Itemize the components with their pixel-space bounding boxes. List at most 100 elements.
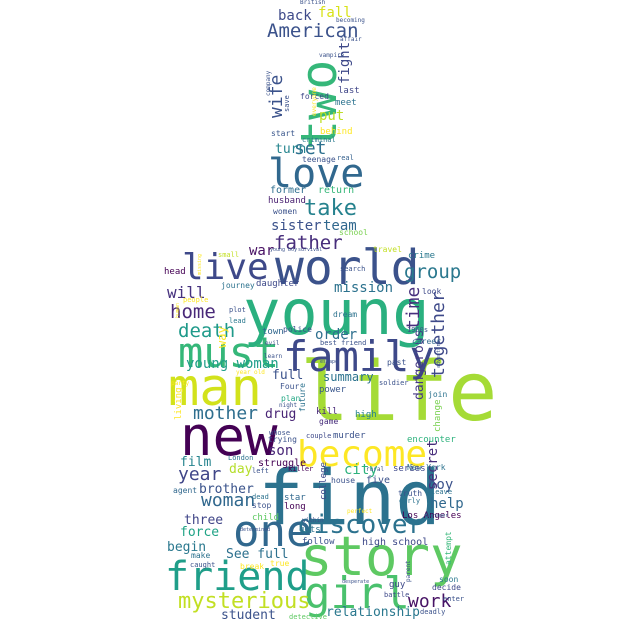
word-american: American xyxy=(267,20,359,42)
word-friend: friend xyxy=(165,554,310,600)
word-time: time xyxy=(403,286,424,330)
word-world: world xyxy=(275,240,420,296)
word-group: group xyxy=(404,261,462,283)
word-mission: mission xyxy=(334,280,394,296)
word-los-angeles: Los Angeles xyxy=(402,511,462,521)
word-real: real xyxy=(337,154,354,162)
word-sister: sister xyxy=(271,218,322,234)
word-see-full: See full xyxy=(226,547,289,562)
word-save: save xyxy=(283,95,291,112)
word-take: take xyxy=(304,196,357,221)
word-find: find xyxy=(258,453,442,542)
word-struggle: struggle xyxy=(258,458,307,469)
word-girl: girl xyxy=(304,568,410,619)
word-future: future xyxy=(298,383,307,412)
word-one: one xyxy=(233,506,313,557)
word-husband: husband xyxy=(268,196,306,206)
word-become: become xyxy=(297,434,428,475)
word-turn: turn xyxy=(275,142,307,157)
word-night: night xyxy=(279,402,298,409)
word-teenager: teenager xyxy=(424,513,449,519)
word-learn: learn xyxy=(264,353,283,360)
word-day: day xyxy=(229,462,253,477)
word-mother: mother xyxy=(193,403,259,424)
word-three: three xyxy=(184,513,224,528)
word-truth: truth xyxy=(398,489,423,498)
word-plot: plot xyxy=(229,306,246,314)
word-house: house xyxy=(331,476,356,485)
word-full: full xyxy=(272,368,304,383)
word-human: human xyxy=(175,302,181,318)
word-man: man xyxy=(168,358,262,418)
word-high-school: high school xyxy=(362,537,429,548)
word-party: party xyxy=(171,380,190,387)
word-soon: soon xyxy=(439,575,459,584)
word-deadly: deadly xyxy=(420,608,446,616)
word-film: film xyxy=(180,455,212,470)
word-last: last xyxy=(338,86,360,96)
word-1960s: 1960s xyxy=(407,326,429,334)
word-whose: whose xyxy=(269,429,291,437)
word-escape: escape xyxy=(320,359,339,365)
word-left: left xyxy=(252,467,269,475)
word-caught: caught xyxy=(190,561,216,569)
word-fall: fall xyxy=(318,5,352,21)
word-battle: battle xyxy=(384,591,410,599)
word-missing: missing xyxy=(197,253,203,275)
word-journey: journey xyxy=(221,281,255,290)
word-college: college xyxy=(319,462,329,500)
word-back: back xyxy=(278,8,312,24)
word-war: war xyxy=(249,243,275,259)
word-daughter: daughter xyxy=(256,279,300,289)
word-story: story xyxy=(300,525,463,588)
word-couple: couple xyxy=(306,432,332,440)
word-discover: discover xyxy=(298,510,424,540)
word-rural: rural xyxy=(366,466,385,473)
word-work: work xyxy=(408,591,452,612)
word-must: must xyxy=(178,328,280,377)
word-british: British xyxy=(300,0,326,6)
word-killer: killer xyxy=(288,465,314,473)
word-everyone: everyone xyxy=(311,87,318,116)
word-women: women xyxy=(273,207,298,216)
word-dream: dream xyxy=(333,310,358,319)
word-murder: murder xyxy=(333,431,366,441)
word-help: help xyxy=(430,496,464,512)
word-woman: woman xyxy=(201,490,256,511)
word-year: year xyxy=(178,464,222,485)
word-four: Four xyxy=(280,382,300,391)
word-soldier: soldier xyxy=(379,379,409,387)
word-five: five xyxy=(366,475,391,486)
word-guy: guy xyxy=(389,580,406,590)
word-set: set xyxy=(294,138,327,159)
word-high: high xyxy=(355,410,377,420)
word-teenage: teenage xyxy=(302,155,336,164)
word-order: order xyxy=(315,327,358,343)
word-living: living xyxy=(174,387,184,420)
word-becoming: becoming xyxy=(336,17,365,24)
word-relationship: relationship xyxy=(326,605,420,620)
word-affair: affair xyxy=(340,36,362,43)
word-fight: fight xyxy=(337,41,353,84)
word-start: start xyxy=(271,129,296,138)
word-plan: plan xyxy=(281,394,301,403)
word-true: true xyxy=(270,559,290,568)
word-long: long xyxy=(284,502,306,512)
word-london: London xyxy=(228,454,254,462)
word-agent: agent xyxy=(173,486,198,495)
word-best-friend: best friend xyxy=(320,339,367,347)
word-past: past xyxy=(387,358,407,367)
word-mysterious: mysterious xyxy=(178,589,311,614)
word-decide: decide xyxy=(432,583,461,592)
word-kill: kill xyxy=(316,407,338,417)
word-forced: forced xyxy=(300,92,329,101)
word-change: change xyxy=(433,399,443,432)
word-death: death xyxy=(178,320,236,342)
word-follow: follow xyxy=(302,537,335,547)
word-travel: travel xyxy=(373,245,402,254)
word-young-boy: young boy xyxy=(270,247,298,253)
word-break: break xyxy=(240,562,265,571)
word-within: within xyxy=(302,517,324,524)
word-way: way xyxy=(215,326,229,348)
word-behind: behind xyxy=(320,127,353,137)
